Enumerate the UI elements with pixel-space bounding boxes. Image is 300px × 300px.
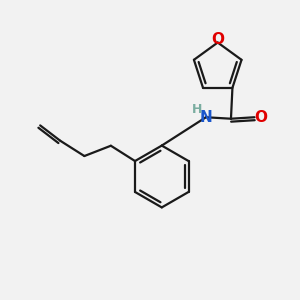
Text: O: O xyxy=(211,32,224,47)
Text: O: O xyxy=(254,110,268,125)
Text: N: N xyxy=(200,110,212,125)
Text: H: H xyxy=(192,103,202,116)
